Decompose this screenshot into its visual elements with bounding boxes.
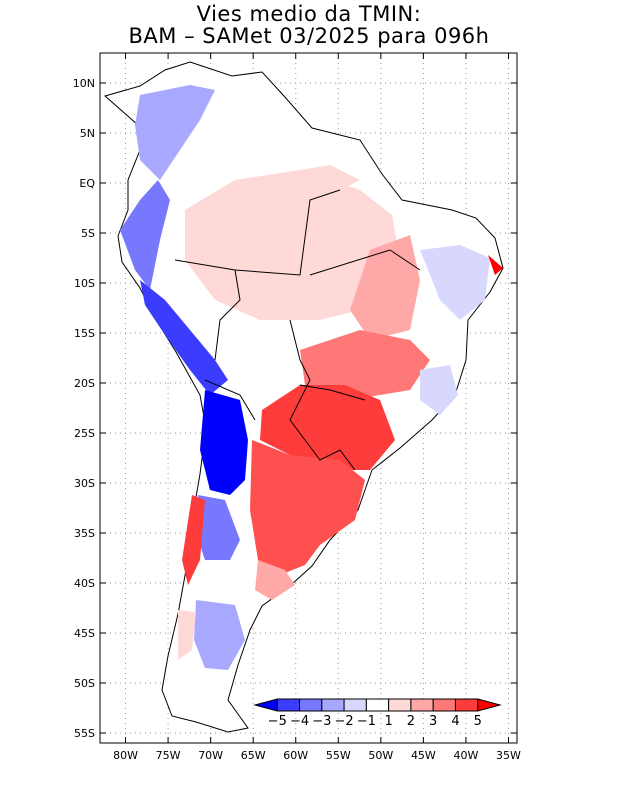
colorbar-segment [454, 698, 479, 712]
lat-label: 10S [74, 277, 95, 290]
colorbar-label: 4 [451, 714, 459, 729]
colorbar-segment [432, 698, 456, 712]
lat-label: EQ [79, 177, 95, 190]
bias-region-andes-chile [200, 390, 248, 495]
lon-label: 60W [283, 749, 308, 762]
map-frame [99, 52, 518, 744]
lat-label: 45S [74, 627, 95, 640]
lon-label: 70W [198, 749, 223, 762]
lat-label: 5S [81, 227, 95, 240]
bias-region-patagonia-south [194, 600, 245, 670]
bias-region-chile-red [182, 495, 205, 585]
bias-region-cerrado [350, 235, 420, 340]
colorbar-label: −5 [268, 714, 287, 729]
lon-label: 40W [454, 749, 479, 762]
lat-label: 15S [74, 327, 95, 340]
colorbar-label: 3 [429, 714, 437, 729]
bias-region-patagonia-north [255, 560, 295, 600]
colorbar-segment [477, 698, 502, 712]
bias-region-east-coast [420, 365, 458, 415]
lon-label: 50W [368, 749, 393, 762]
colorbar-label: −3 [312, 714, 331, 729]
lat-label: 40S [74, 577, 95, 590]
bias-region-patagonia-west [178, 610, 196, 660]
colorbar-segment [410, 698, 434, 712]
lon-label: 80W [113, 749, 138, 762]
lat-label: 50S [74, 677, 95, 690]
lat-label: 30S [74, 477, 95, 490]
colorbar-label: 1 [384, 714, 392, 729]
lat-label: 55S [74, 727, 95, 740]
lat-label: 5N [80, 127, 95, 140]
colorbar-label: −4 [290, 714, 309, 729]
colorbar-segment [253, 698, 278, 712]
lat-label: 10N [73, 77, 95, 90]
lon-label: 65W [241, 749, 266, 762]
axis-ticks: 10N 5N EQ 5S 10S 15S 20S 25S 30S 35S 40S 45S 50S 55S 8… [73, 53, 521, 762]
colorbar-segment [299, 698, 323, 712]
country-borders [174, 189, 421, 471]
bias-region-northeast-coast [420, 245, 490, 320]
lat-label: 20S [74, 377, 95, 390]
lat-label: 25S [74, 427, 95, 440]
colorbar-label: −2 [335, 714, 354, 729]
colorbar-label: 2 [407, 714, 415, 729]
bias-region-goias [300, 330, 430, 400]
lat-label: 35S [74, 527, 95, 540]
lon-label: 75W [156, 749, 181, 762]
colorbar-segment [388, 698, 412, 712]
lon-label: 35W [496, 749, 521, 762]
colorbar-segment [321, 698, 345, 712]
bias-region-venezuela [300, 165, 360, 195]
lon-label: 45W [411, 749, 436, 762]
bias-region-pampas [250, 440, 365, 575]
bias-shading [120, 85, 503, 670]
bias-region-ne-tip [488, 255, 503, 275]
lon-label: 55W [326, 749, 351, 762]
bias-region-colombia [135, 85, 215, 180]
bias-region-chaco [260, 385, 395, 470]
map-title-line-2: BAM – SAMet 03/2025 para 096h [128, 24, 490, 48]
map-title-line-1: Vies medio da TMIN: [196, 2, 422, 26]
colorbar-label: 5 [474, 714, 482, 729]
colorbar-segment [365, 698, 390, 712]
bias-region-central [185, 170, 400, 320]
colorbar-segment [343, 698, 367, 712]
colorbar-segment [276, 698, 301, 712]
colorbar: −5 −4 −3 −2 −1 1 2 3 4 5 [253, 698, 502, 729]
bias-region-andes-peru [140, 280, 228, 395]
bias-region-chile-central [195, 495, 240, 560]
colorbar-label: −1 [357, 714, 376, 729]
bias-region-andes-north [120, 180, 170, 290]
